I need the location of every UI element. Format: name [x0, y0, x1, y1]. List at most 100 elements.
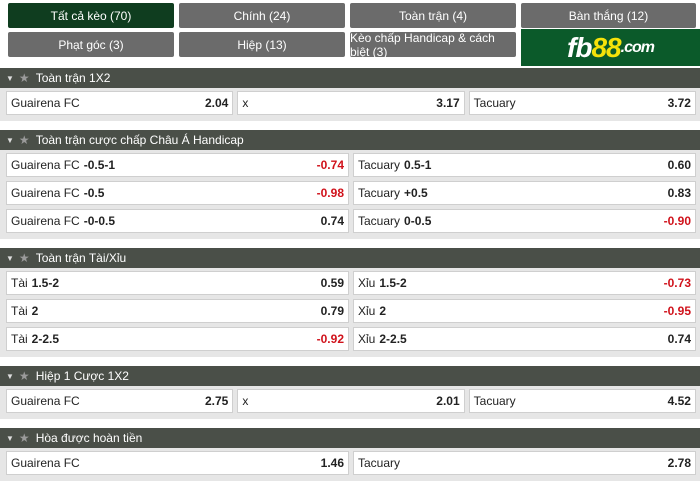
selection-label: Tài 2-2.5	[11, 332, 59, 346]
selection-name: Guairena FC	[11, 214, 80, 228]
collapse-triangle-icon[interactable]: ▼	[6, 433, 14, 443]
tab-4[interactable]: Phạt góc (3)	[8, 32, 174, 57]
section-body: Guairena FC 1.46 Tacuary 2.78	[0, 448, 700, 481]
odds-row: Guairena FC 2.75 x 2.01 Tacuary 4.52	[6, 389, 696, 413]
odds-cell[interactable]: Xỉu 2-2.5 0.74	[353, 327, 696, 351]
odds-row: Guairena FC 2.04 x 3.17 Tacuary 3.72	[6, 91, 696, 115]
odds-value: -0.98	[316, 186, 344, 200]
section-header[interactable]: ▼ ★ Toàn trận Tài/Xỉu	[0, 248, 700, 268]
section-body: Tài 1.5-2 0.59 Xỉu 1.5-2 -0.73 Tài 2 0.79 Xỉu 2 -0.…	[0, 268, 700, 357]
tab-3[interactable]: Bàn thắng (12)	[521, 3, 696, 28]
odds-cell[interactable]: x 2.01	[237, 389, 465, 413]
selection-label: Tài 2	[11, 304, 38, 318]
section-header[interactable]: ▼ ★ Hòa được hoàn tiền	[0, 428, 700, 448]
section-body: Guairena FC 2.75 x 2.01 Tacuary 4.52	[0, 386, 700, 419]
odds-cell[interactable]: Tacuary 3.72	[468, 91, 696, 115]
odds-value: -0.92	[316, 332, 344, 346]
odds-row: Guairena FC -0-0.5 0.74 Tacuary 0-0.5 -0.90	[6, 209, 696, 233]
logo-text-88: 88	[591, 31, 621, 63]
odds-row: Tài 2 0.79 Xỉu 2 -0.95	[6, 299, 696, 323]
selection-label: Guairena FC	[11, 394, 80, 408]
odds-value: 3.72	[667, 96, 691, 110]
odds-cell[interactable]: Tài 2-2.5 -0.92	[6, 327, 349, 351]
logo-text-com: .com	[620, 38, 655, 56]
odds-cell[interactable]: x 3.17	[237, 91, 465, 115]
selection-name: Tacuary	[358, 456, 401, 470]
tab-2[interactable]: Toàn trận (4)	[350, 3, 516, 28]
selection-name: Guairena FC	[11, 96, 80, 110]
odds-cell[interactable]: Tacuary 0.5-1 0.60	[353, 153, 696, 177]
selection-label: Tacuary 0-0.5	[358, 214, 431, 228]
selection-label: Guairena FC -0-0.5	[11, 214, 115, 228]
odds-cell[interactable]: Guairena FC -0.5-1 -0.74	[6, 153, 349, 177]
selection-label: Guairena FC -0.5	[11, 186, 104, 200]
collapse-triangle-icon[interactable]: ▼	[6, 73, 14, 83]
star-icon[interactable]: ★	[18, 431, 30, 445]
handicap-value: -0.5	[83, 186, 105, 200]
odds-cell[interactable]: Xỉu 2 -0.95	[353, 299, 696, 323]
selection-name: Xỉu	[358, 332, 376, 346]
odds-cell[interactable]: Guairena FC 1.46	[6, 451, 349, 475]
odds-value: 0.83	[667, 186, 691, 200]
odds-cell[interactable]: Guairena FC 2.75	[6, 389, 234, 413]
selection-label: Xỉu 1.5-2	[358, 276, 407, 290]
section-title: Toàn trận 1X2	[35, 71, 111, 85]
handicap-value: 2-2.5	[379, 332, 407, 346]
section-body: Guairena FC 2.04 x 3.17 Tacuary 3.72	[0, 88, 700, 121]
collapse-triangle-icon[interactable]: ▼	[6, 135, 14, 145]
selection-name: x	[242, 394, 249, 408]
odds-row: Guairena FC 1.46 Tacuary 2.78	[6, 451, 696, 475]
odds-row: Tài 1.5-2 0.59 Xỉu 1.5-2 -0.73	[6, 271, 696, 295]
odds-cell[interactable]: Guairena FC -0-0.5 0.74	[6, 209, 349, 233]
tab-6[interactable]: Kèo chấp Handicap & cách biệt (3)	[350, 31, 516, 59]
odds-cell[interactable]: Guairena FC -0.5 -0.98	[6, 181, 349, 205]
star-icon[interactable]: ★	[18, 369, 30, 383]
selection-label: Guairena FC -0.5-1	[11, 158, 115, 172]
odds-cell[interactable]: Tài 1.5-2 0.59	[6, 271, 349, 295]
selection-name: Guairena FC	[11, 394, 80, 408]
odds-cell[interactable]: Tacuary 4.52	[468, 389, 696, 413]
odds-cell[interactable]: Guairena FC 2.04	[6, 91, 234, 115]
selection-name: Guairena FC	[11, 456, 80, 470]
tab-1[interactable]: Chính (24)	[179, 3, 345, 28]
section-header[interactable]: ▼ ★ Toàn trận 1X2	[0, 68, 700, 88]
market-sections: ▼ ★ Toàn trận 1X2 Guairena FC 2.04 x 3.17 Tacua…	[0, 68, 700, 490]
odds-value: 2.04	[204, 96, 229, 110]
selection-label: Guairena FC	[11, 96, 80, 110]
odds-cell[interactable]: Tacuary 0-0.5 -0.90	[353, 209, 696, 233]
odds-value: -0.95	[663, 304, 691, 318]
star-icon[interactable]: ★	[18, 251, 30, 265]
odds-cell[interactable]: Tacuary 2.78	[353, 451, 696, 475]
odds-value: 0.60	[667, 158, 691, 172]
selection-name: Tacuary	[473, 96, 516, 110]
odds-value: 0.74	[320, 214, 344, 228]
section-title: Hiệp 1 Cược 1X2	[35, 369, 129, 383]
odds-value: 0.59	[320, 276, 344, 290]
odds-cell[interactable]: Tacuary +0.5 0.83	[353, 181, 696, 205]
odds-value: 0.74	[667, 332, 691, 346]
tab-0[interactable]: Tất cả kèo (70)	[8, 3, 174, 28]
section-title: Toàn trận cược chấp Châu Á Handicap	[35, 133, 244, 147]
collapse-triangle-icon[interactable]: ▼	[6, 371, 14, 381]
odds-value: 4.52	[667, 394, 691, 408]
star-icon[interactable]: ★	[18, 133, 30, 147]
odds-cell[interactable]: Xỉu 1.5-2 -0.73	[353, 271, 696, 295]
tab-5[interactable]: Hiệp (13)	[179, 32, 345, 57]
fb88-logo: fb 88 .com	[521, 29, 700, 66]
section-header[interactable]: ▼ ★ Hiệp 1 Cược 1X2	[0, 366, 700, 386]
collapse-triangle-icon[interactable]: ▼	[6, 253, 14, 263]
odds-value: 2.78	[667, 456, 691, 470]
odds-cell[interactable]: Tài 2 0.79	[6, 299, 349, 323]
handicap-value: -0.5-1	[83, 158, 116, 172]
odds-row: Guairena FC -0.5 -0.98 Tacuary +0.5 0.83	[6, 181, 696, 205]
selection-name: Xỉu	[358, 304, 376, 318]
market-section: ▼ ★ Hòa được hoàn tiền Guairena FC 1.46 Tacua…	[0, 428, 700, 481]
section-body: Guairena FC -0.5-1 -0.74 Tacuary 0.5-1 0.60 Gu…	[0, 150, 700, 239]
selection-label: Tacuary 0.5-1	[358, 158, 431, 172]
star-icon[interactable]: ★	[18, 71, 30, 85]
selection-label: Xỉu 2	[358, 304, 386, 318]
market-section: ▼ ★ Hiệp 1 Cược 1X2 Guairena FC 2.75 x 2.01 Tac…	[0, 366, 700, 419]
section-header[interactable]: ▼ ★ Toàn trận cược chấp Châu Á Handicap	[0, 130, 700, 150]
section-title: Toàn trận Tài/Xỉu	[35, 251, 127, 265]
odds-value: 0.79	[320, 304, 344, 318]
